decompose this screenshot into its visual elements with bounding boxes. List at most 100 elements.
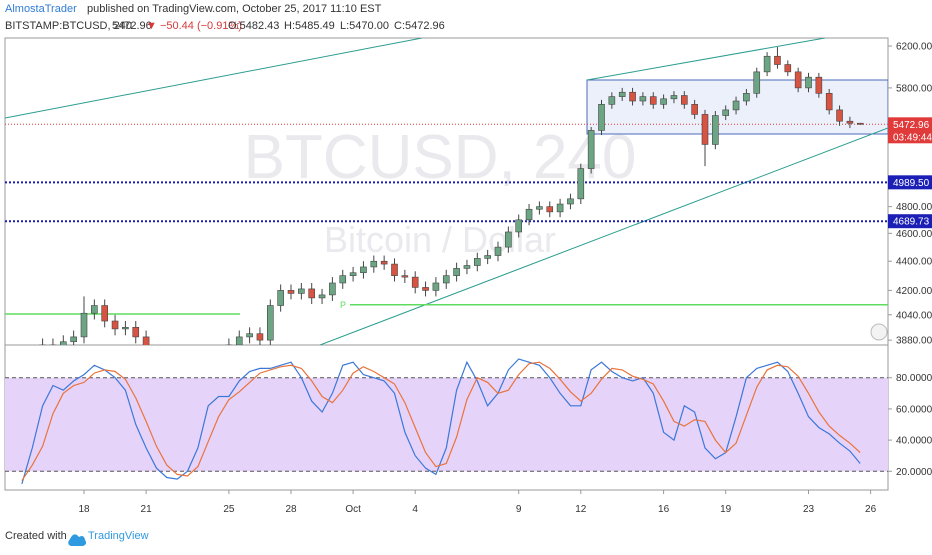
candle-body [722, 109, 730, 116]
y-tick-label: 4400.00 [896, 257, 932, 268]
candle-body [618, 91, 626, 97]
candle-body [639, 96, 647, 102]
candle-body [794, 71, 802, 89]
stoch-band [5, 377, 888, 472]
footer-brand: TradingView [88, 530, 149, 542]
x-tick-label: 12 [575, 504, 587, 515]
last: 5472.96 [112, 20, 152, 32]
candle-body [515, 219, 523, 233]
stoch-line [21, 361, 861, 481]
open: O:5482.43 [228, 20, 279, 32]
trend-line [586, 38, 826, 81]
candle-body [763, 55, 771, 73]
y-tick-label: 4040.00 [896, 310, 932, 321]
candle-body [411, 276, 419, 288]
candle-body [629, 91, 636, 102]
candle-body [536, 206, 543, 210]
stoch-line [21, 358, 861, 484]
level-label: 4689.73 [893, 217, 930, 228]
candle-body [774, 55, 781, 65]
y-tick-label: 6200.00 [896, 42, 932, 53]
candle-body [598, 104, 605, 131]
low: L:5470.00 [340, 20, 389, 32]
candle-body [680, 95, 688, 105]
candle-body [122, 327, 129, 330]
candle-body [836, 109, 843, 122]
y-tick-label: 40.0000 [896, 436, 932, 447]
candle-body [287, 290, 295, 294]
candle-body [277, 290, 284, 306]
candle-body [567, 198, 574, 205]
candle-body [318, 294, 326, 299]
candle-body [784, 64, 792, 73]
x-tick-label: Oct [345, 504, 361, 515]
candle-body [91, 305, 98, 314]
candle-body [432, 282, 440, 291]
candle-body [111, 320, 119, 330]
y-tick-label: 60.0000 [896, 404, 932, 415]
candle-body [608, 96, 616, 105]
candle-body [401, 275, 409, 278]
close: C:5472.96 [394, 20, 445, 32]
symbol: BITSTAMP:BTCUSD, 240 [5, 20, 132, 32]
candle-body [329, 282, 336, 296]
main-pane: P [5, 47, 888, 345]
level-label: 4989.50 [893, 178, 930, 189]
candle-body [494, 246, 502, 256]
candle-body [670, 95, 678, 100]
candle-body [856, 122, 864, 125]
candle-body [691, 104, 698, 115]
candle-body [453, 268, 460, 276]
candle-body [846, 120, 854, 124]
candle-body [339, 275, 347, 284]
candle-body [142, 336, 150, 345]
candle-body [370, 260, 378, 268]
candle-body [525, 208, 533, 221]
y-tick-label: 4200.00 [896, 286, 932, 297]
x-tick-label: 26 [865, 504, 877, 515]
candle-body [235, 336, 243, 345]
x-tick-label: 4 [412, 504, 418, 515]
candle-body [546, 206, 554, 213]
candle-body [266, 305, 274, 341]
axes: 18 21 25 28 Oct 4 9 12 16 19 23 26 3880.00 4040.00 420… [78, 42, 932, 515]
candle-body [577, 168, 585, 200]
candle-body [701, 114, 709, 145]
pane-border [4, 37, 889, 491]
last-price-label: 5472.96 [893, 120, 930, 131]
author: AlmostaTrader [5, 3, 77, 15]
x-tick-label: 9 [516, 504, 522, 515]
candle-body [70, 336, 77, 343]
x-tick-label: 16 [658, 504, 670, 515]
candle-body [743, 93, 750, 102]
footer-created: Created with [5, 530, 67, 542]
level-tag [888, 175, 932, 190]
stoch-pane [5, 358, 888, 484]
published: published on TradingView.com, October 25… [87, 3, 382, 15]
x-tick-label: 25 [223, 504, 235, 515]
y-tick-label: 4800.00 [896, 202, 932, 213]
candle-body [825, 93, 833, 111]
candle-body [505, 231, 512, 248]
candle-body [660, 98, 667, 105]
trend-line [319, 127, 888, 345]
x-tick-label: 18 [78, 504, 90, 515]
candle-body [380, 260, 388, 265]
candle-body [132, 327, 140, 338]
x-tick-label: 23 [803, 504, 815, 515]
trend-line [5, 38, 423, 119]
countdown: 03:49:44 [893, 132, 932, 143]
candle-body [484, 255, 491, 259]
watermark: BTCUSD, 240 [244, 123, 637, 192]
x-tick-label: 19 [720, 504, 732, 515]
candle-body [59, 341, 67, 345]
candle-body [442, 275, 450, 284]
x-tick-label: 21 [141, 504, 153, 515]
flag-icon [870, 323, 888, 341]
x-tick-label: 28 [285, 504, 297, 515]
candle-body [391, 263, 398, 276]
candle-body [556, 203, 564, 213]
candle-body [422, 287, 429, 291]
